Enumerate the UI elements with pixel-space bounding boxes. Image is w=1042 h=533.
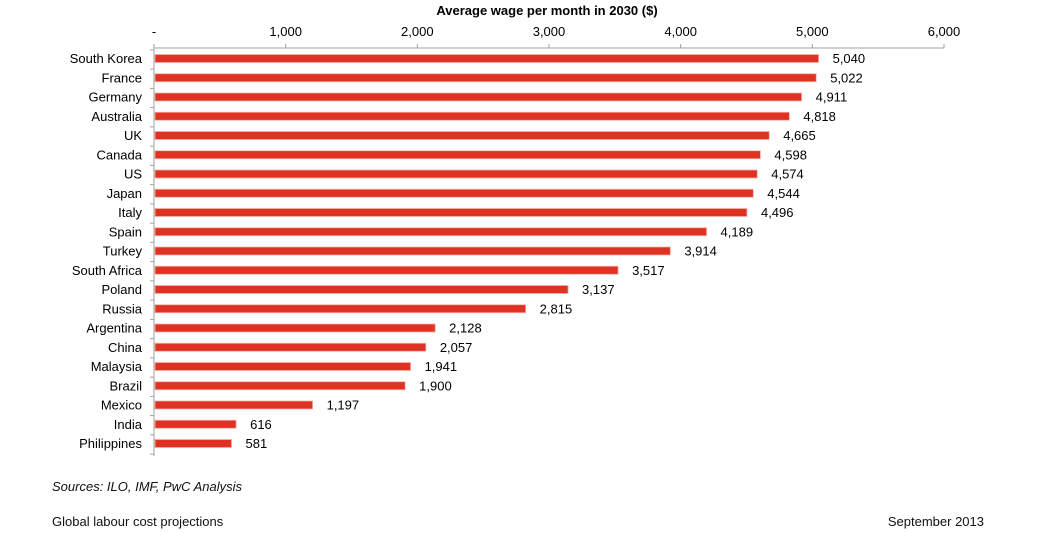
data-label: 4,598: [774, 147, 807, 162]
bars: 5,040 5,022 4,911 4,818 4,665 4,598 4,574 4,544…: [154, 51, 866, 451]
footer-title: Global labour cost projections: [52, 514, 224, 529]
y-category-label: Brazil: [109, 378, 142, 393]
data-label: 1,900: [419, 378, 452, 393]
bar: [154, 188, 754, 198]
bar: [154, 111, 790, 121]
source-note: Sources: ILO, IMF, PwC Analysis: [52, 479, 243, 494]
y-category-label: Turkey: [103, 244, 143, 259]
bar: [154, 54, 819, 63]
data-label: 1,197: [327, 398, 360, 413]
bar: [154, 227, 707, 237]
bar: [154, 150, 761, 160]
chart-title: Average wage per month in 2030 ($): [436, 3, 658, 18]
x-tick-label: 5,000: [796, 24, 829, 39]
bar: [154, 73, 817, 83]
y-category-label: South Africa: [72, 263, 143, 278]
y-category-label: Spain: [109, 224, 142, 239]
y-category-label: Malaysia: [91, 359, 143, 374]
y-category-label: Canada: [96, 147, 142, 162]
y-category-label: US: [124, 167, 142, 182]
data-label: 4,665: [783, 128, 816, 143]
data-label: 4,544: [767, 186, 800, 201]
data-label: 4,911: [816, 90, 848, 105]
data-label: 2,815: [540, 301, 573, 316]
bar: [154, 362, 411, 371]
data-label: 2,128: [449, 321, 482, 336]
x-tick-label: 2,000: [401, 24, 434, 39]
bar: [154, 304, 527, 314]
y-category-label: Italy: [118, 205, 142, 220]
data-label: 616: [250, 417, 272, 432]
x-tick-label: 1,000: [269, 24, 302, 39]
bar: [154, 419, 237, 429]
data-label: 581: [245, 436, 267, 451]
bar-chart: - 1,000 2,000 3,000 4,000 5,000 6,000 South Kor…: [70, 24, 961, 457]
bar: [154, 323, 436, 333]
bar: [154, 246, 671, 256]
y-category-label: Poland: [102, 282, 142, 297]
x-axis: - 1,000 2,000 3,000 4,000 5,000 6,000 South Kor…: [70, 24, 961, 457]
bar: [154, 265, 619, 275]
bar: [154, 439, 232, 448]
x-tick-label: 4,000: [664, 24, 697, 39]
y-category-label: Argentina: [86, 321, 142, 336]
bar: [154, 131, 770, 140]
y-category-label: Mexico: [101, 398, 142, 413]
y-category-label: Germany: [89, 90, 143, 105]
y-category-label: India: [114, 417, 143, 432]
bar: [154, 208, 748, 217]
y-category-label: France: [102, 70, 142, 85]
x-tick-label: -: [152, 24, 156, 39]
bar: [154, 92, 803, 102]
data-label: 3,914: [684, 244, 717, 259]
data-label: 5,022: [830, 70, 863, 85]
footer-date: September 2013: [887, 514, 984, 529]
y-category-label: UK: [124, 128, 142, 143]
y-category-label: Japan: [107, 186, 142, 201]
y-category-label: Philippines: [79, 436, 142, 451]
y-category-label: Russia: [102, 301, 143, 316]
y-category-label: South Korea: [70, 51, 143, 66]
x-tick-label: 6,000: [928, 24, 961, 39]
data-label: 2,057: [440, 340, 473, 355]
bar: [154, 285, 569, 294]
data-label: 4,818: [803, 109, 836, 124]
bar: [154, 342, 427, 352]
data-label: 4,496: [761, 205, 794, 220]
bar: [154, 169, 758, 179]
bar: [154, 400, 314, 410]
data-label: 3,137: [582, 282, 615, 297]
data-label: 3,517: [632, 263, 665, 278]
data-label: 5,040: [833, 51, 866, 66]
y-category-label: Australia: [91, 109, 142, 124]
x-tick-label: 3,000: [533, 24, 566, 39]
data-label: 1,941: [425, 359, 458, 374]
data-label: 4,189: [721, 224, 754, 239]
y-category-label: China: [108, 340, 143, 355]
bar: [154, 381, 406, 391]
data-label: 4,574: [771, 167, 804, 182]
